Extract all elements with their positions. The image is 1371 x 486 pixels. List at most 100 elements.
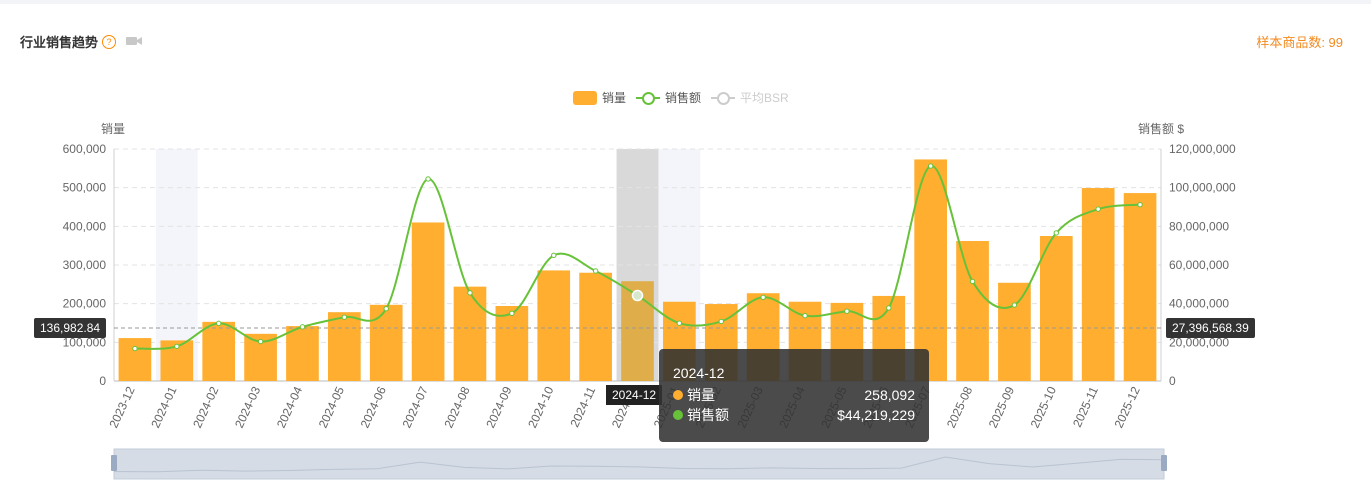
x-tick-label: 2024-04	[274, 384, 305, 430]
x-tick-label: 2023-12	[106, 384, 137, 430]
revenue-point	[1137, 201, 1143, 208]
y-left-tick-label: 0	[99, 374, 106, 388]
x-tick-label: 2024-05	[316, 384, 347, 430]
revenue-point	[341, 314, 348, 320]
legend-bar-swatch	[573, 90, 597, 105]
x-tick-label: 2024-11	[567, 384, 598, 429]
y-right-tick-label: 100,000,000	[1169, 181, 1236, 195]
revenue-point	[969, 278, 976, 285]
section-title-text: 行业销售趋势	[20, 35, 99, 50]
top-strip	[0, 0, 1371, 4]
y-left-tick-label: 200,000	[63, 297, 107, 311]
legend-item-revenue[interactable]: 销售额	[636, 89, 701, 106]
tooltip-row-name: 销量	[687, 387, 715, 403]
legend-label-revenue: 销售额	[665, 91, 702, 105]
revenue-point	[592, 268, 599, 274]
revenue-point	[927, 163, 934, 169]
revenue-point	[760, 294, 766, 300]
sample-count: 样本商品数: 99	[1256, 35, 1343, 50]
y-right-tick-label: 20,000,000	[1169, 335, 1229, 349]
left-axis-title: 销量	[101, 122, 126, 136]
revenue-point-active	[631, 289, 644, 302]
tooltip-dot-icon	[673, 410, 683, 420]
bar	[411, 222, 445, 381]
zoom-slider-handle	[1161, 455, 1167, 471]
help-icon[interactable]: ?	[102, 34, 117, 49]
y-right-tick-label: 60,000,000	[1169, 258, 1229, 272]
video-icon[interactable]	[126, 34, 143, 49]
revenue-point	[132, 345, 138, 352]
x-tick-label: 2024-03	[232, 384, 263, 430]
y-left-tick-label: 400,000	[63, 219, 107, 233]
zoom-slider-track	[113, 448, 1165, 480]
bar	[286, 326, 319, 381]
tooltip-title: 2024-12	[673, 365, 725, 381]
revenue-point	[676, 320, 683, 326]
legend-line-swatch-disabled	[711, 91, 736, 105]
revenue-point	[551, 252, 557, 259]
y-left-tick-label: 500,000	[63, 181, 107, 195]
revenue-point	[1011, 302, 1018, 308]
x-tick-label: 2024-09	[483, 384, 514, 430]
revenue-point	[383, 305, 389, 312]
y-right-tick-label: 0	[1169, 374, 1176, 388]
revenue-point	[1095, 206, 1101, 212]
legend-label-avg-bsr: 平均BSR	[740, 91, 789, 105]
x-tick-label: 2024-08	[441, 384, 472, 430]
x-tick-label: 2025-11	[1070, 384, 1101, 429]
revenue-point	[299, 324, 306, 330]
bar	[956, 241, 989, 381]
legend-line-swatch	[636, 91, 661, 105]
tooltip-row-value: $44,219,229	[837, 407, 915, 423]
x-tick-label: 2024-01	[148, 384, 179, 430]
bar	[118, 338, 152, 381]
revenue-point	[886, 305, 892, 311]
legend-item-avg-bsr[interactable]: 平均BSR	[711, 89, 789, 106]
x-tick-label: 2025-10	[1028, 384, 1059, 430]
right-axis-title: 销售额 $	[1138, 122, 1185, 136]
bar	[914, 159, 947, 381]
revenue-point	[718, 318, 724, 325]
x-tick-label: 2024-02	[190, 384, 221, 430]
chart-legend: 销量 销售额 平均BSR	[573, 89, 789, 106]
bar	[537, 270, 571, 381]
section-title: 行业销售趋势 ?	[20, 32, 143, 51]
bar	[1081, 188, 1115, 381]
bar	[369, 304, 403, 381]
revenue-point	[467, 290, 473, 296]
x-tick-label: 2024-07	[400, 384, 431, 430]
x-tick-label: 2025-08	[944, 384, 975, 430]
tooltip-row-value: 258,092	[864, 387, 915, 403]
revenue-point	[844, 308, 850, 314]
legend-item-sales-volume[interactable]: 销量	[573, 89, 626, 106]
y-left-tick-label: 600,000	[63, 142, 107, 156]
revenue-point	[257, 338, 264, 345]
x-tick-label: 2024-10	[525, 384, 556, 430]
tooltip-row-name: 销售额	[687, 407, 729, 423]
revenue-point	[174, 343, 180, 350]
bar	[1123, 193, 1157, 381]
tooltip-row-revenue: 销售额 $44,219,229	[673, 405, 915, 425]
bar	[1039, 236, 1073, 381]
zoom-slider-overview	[113, 456, 1165, 473]
revenue-point	[216, 320, 222, 327]
tooltip-row-sales-volume: 销量 258,092	[673, 385, 915, 405]
bar	[202, 321, 236, 381]
y-left-tick-label: 300,000	[63, 258, 107, 272]
legend-label-sales-volume: 销量	[602, 91, 627, 105]
x-tick-label: 2025-12	[1111, 384, 1142, 430]
chart-tooltip: 2024-12 销量 258,092 销售额 $44,219,229	[659, 349, 929, 442]
crosshair-right-value: 27,396,568.39	[1166, 318, 1255, 338]
y-left-tick-label: 100,000	[63, 335, 107, 349]
bar	[495, 305, 529, 381]
y-right-tick-label: 80,000,000	[1169, 219, 1229, 233]
tooltip-dot-icon	[673, 390, 683, 400]
x-tick-label: 2024-06	[358, 384, 389, 430]
revenue-point	[1053, 230, 1060, 236]
revenue-point	[425, 176, 431, 182]
crosshair-left-value: 136,982.84	[34, 318, 107, 338]
bar	[579, 272, 612, 381]
x-tick-label: 2025-09	[986, 384, 1017, 430]
bar	[998, 282, 1031, 381]
bar	[453, 286, 487, 381]
